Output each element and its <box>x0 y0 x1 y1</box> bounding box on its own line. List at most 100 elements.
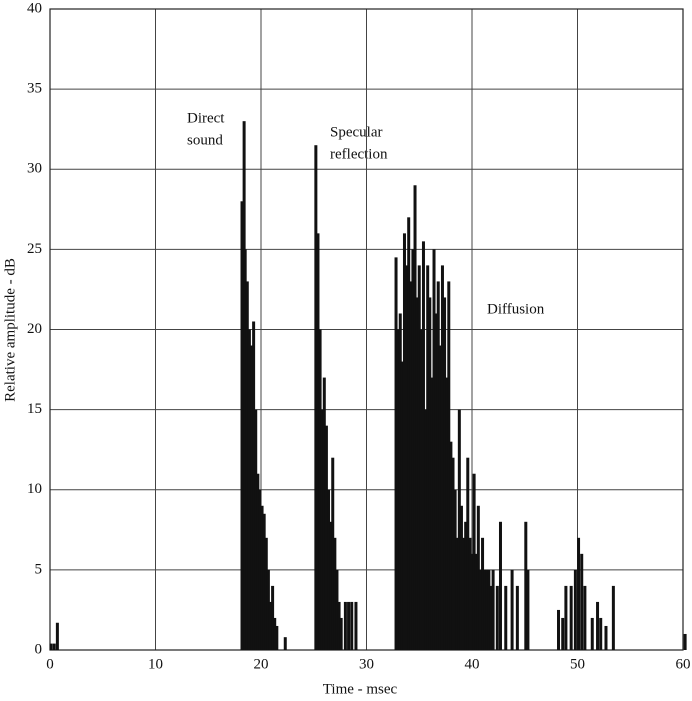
spike <box>470 553 474 650</box>
spike <box>247 329 251 650</box>
y-axis-label: Relative amplitude - dB <box>2 258 18 402</box>
spike <box>337 601 341 650</box>
spike <box>268 601 272 650</box>
spike <box>394 257 398 650</box>
spike <box>596 601 600 650</box>
spike <box>396 329 400 650</box>
spike <box>451 457 455 650</box>
y-tick-label: 5 <box>35 561 43 577</box>
spike <box>590 617 594 650</box>
annotation: Diffusion <box>487 301 545 317</box>
spike <box>453 489 457 650</box>
spike <box>485 569 489 650</box>
spike <box>405 265 409 650</box>
y-tick-label: 20 <box>27 321 42 337</box>
spike <box>430 377 434 650</box>
spike <box>472 473 476 650</box>
spike <box>564 585 568 650</box>
spike <box>474 553 478 650</box>
spike <box>443 297 447 650</box>
spike <box>481 537 485 650</box>
spike <box>49 643 53 650</box>
spike <box>347 601 351 650</box>
spike <box>583 585 587 650</box>
spike <box>398 313 402 650</box>
spike <box>331 457 335 650</box>
spike <box>245 281 249 650</box>
x-tick-label: 50 <box>570 656 585 672</box>
spike <box>271 585 275 650</box>
annotation: sound <box>187 132 223 148</box>
spike <box>52 643 56 650</box>
spike <box>273 617 277 650</box>
spike <box>400 361 404 650</box>
spike <box>421 241 425 651</box>
spike <box>577 537 581 650</box>
spike <box>449 441 453 650</box>
spike <box>316 233 320 650</box>
y-tick-label: 30 <box>27 161 42 177</box>
x-tick-label: 20 <box>254 656 269 672</box>
spike <box>314 145 318 650</box>
spike <box>466 457 470 650</box>
spike <box>455 537 459 650</box>
spike <box>526 569 530 650</box>
annotation: Direct <box>187 110 225 126</box>
spike <box>260 505 264 650</box>
spike <box>324 425 328 650</box>
spike <box>504 585 508 650</box>
spike <box>436 281 440 650</box>
spike <box>240 201 244 651</box>
spike <box>417 265 421 650</box>
spike <box>438 345 442 650</box>
spike <box>254 409 258 650</box>
spike <box>343 601 347 650</box>
spike <box>432 249 436 650</box>
spike <box>604 625 608 650</box>
spike <box>415 297 419 650</box>
y-tick-label: 10 <box>27 481 42 497</box>
spike <box>489 585 493 650</box>
spike <box>491 569 495 650</box>
spike <box>55 622 59 650</box>
annotation: reflection <box>330 146 388 162</box>
spike <box>327 489 331 650</box>
spike <box>498 521 502 650</box>
spike <box>424 409 428 650</box>
spike <box>573 569 577 650</box>
spike <box>283 637 287 650</box>
spike <box>264 537 268 650</box>
spike <box>459 505 463 650</box>
spike <box>611 585 615 650</box>
spike <box>402 233 406 650</box>
spike <box>354 601 358 650</box>
spike <box>243 249 247 650</box>
spike <box>252 321 256 650</box>
spike <box>419 329 423 650</box>
spike <box>434 313 438 650</box>
spike <box>350 601 354 650</box>
spike <box>250 345 254 650</box>
x-axis-label: Time - msec <box>323 681 398 697</box>
spike <box>256 473 260 650</box>
spike <box>462 537 466 650</box>
spike <box>487 569 491 650</box>
spike <box>495 585 499 650</box>
spike <box>426 265 430 650</box>
spike <box>561 617 565 650</box>
y-tick-label: 25 <box>27 241 42 257</box>
spike <box>339 617 343 650</box>
plot-frame <box>49 8 684 651</box>
annotation: Specular <box>330 124 382 140</box>
spike <box>275 625 279 650</box>
x-tick-label: 30 <box>359 656 374 672</box>
spike <box>320 409 324 650</box>
spike <box>464 521 468 650</box>
spike <box>329 521 333 650</box>
spike <box>428 297 432 650</box>
spike <box>413 185 417 650</box>
spike <box>440 265 444 650</box>
spike <box>478 569 482 650</box>
spike <box>569 585 573 650</box>
